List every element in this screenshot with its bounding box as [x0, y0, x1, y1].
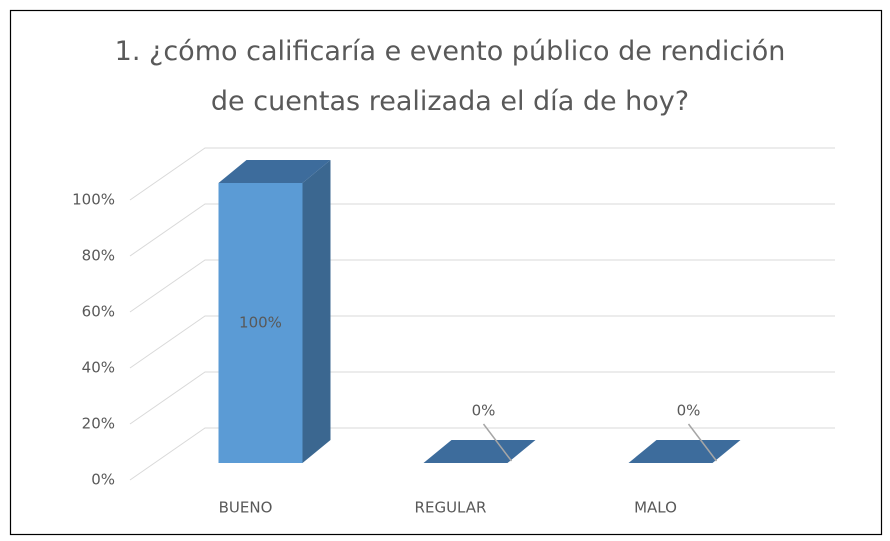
- value-label: 0%: [472, 402, 496, 420]
- bar: [218, 160, 331, 463]
- grid-line: [129, 147, 835, 201]
- bar-top: [423, 440, 536, 463]
- y-tick-label: 80%: [82, 247, 115, 265]
- grid-line: [129, 427, 835, 481]
- bar-top: [628, 440, 741, 463]
- x-tick-label: MALO: [634, 499, 677, 517]
- bar-top: [218, 160, 331, 183]
- y-tick-label: 20%: [82, 415, 115, 433]
- value-label: 100%: [239, 314, 282, 332]
- y-tick-label: 60%: [82, 303, 115, 321]
- bar: [628, 440, 741, 463]
- bar: [423, 440, 536, 463]
- y-tick-label: 40%: [82, 359, 115, 377]
- bar-front: [218, 183, 303, 463]
- y-tick-label: 100%: [72, 191, 115, 209]
- leader-line: [482, 423, 513, 462]
- chart-title: 1. ¿cómo calificaría e evento público de…: [114, 36, 786, 117]
- value-label: 0%: [677, 402, 701, 420]
- bar-side: [302, 160, 331, 463]
- x-tick-label: REGULAR: [415, 499, 487, 517]
- x-tick-label: BUENO: [219, 499, 273, 517]
- grid-line: [129, 203, 835, 257]
- grid-line: [129, 259, 835, 313]
- leader-line: [687, 423, 718, 462]
- grid-line: [129, 371, 835, 425]
- y-tick-label: 0%: [91, 471, 115, 489]
- chart-border: [9, 9, 883, 536]
- grid-line: [129, 315, 835, 369]
